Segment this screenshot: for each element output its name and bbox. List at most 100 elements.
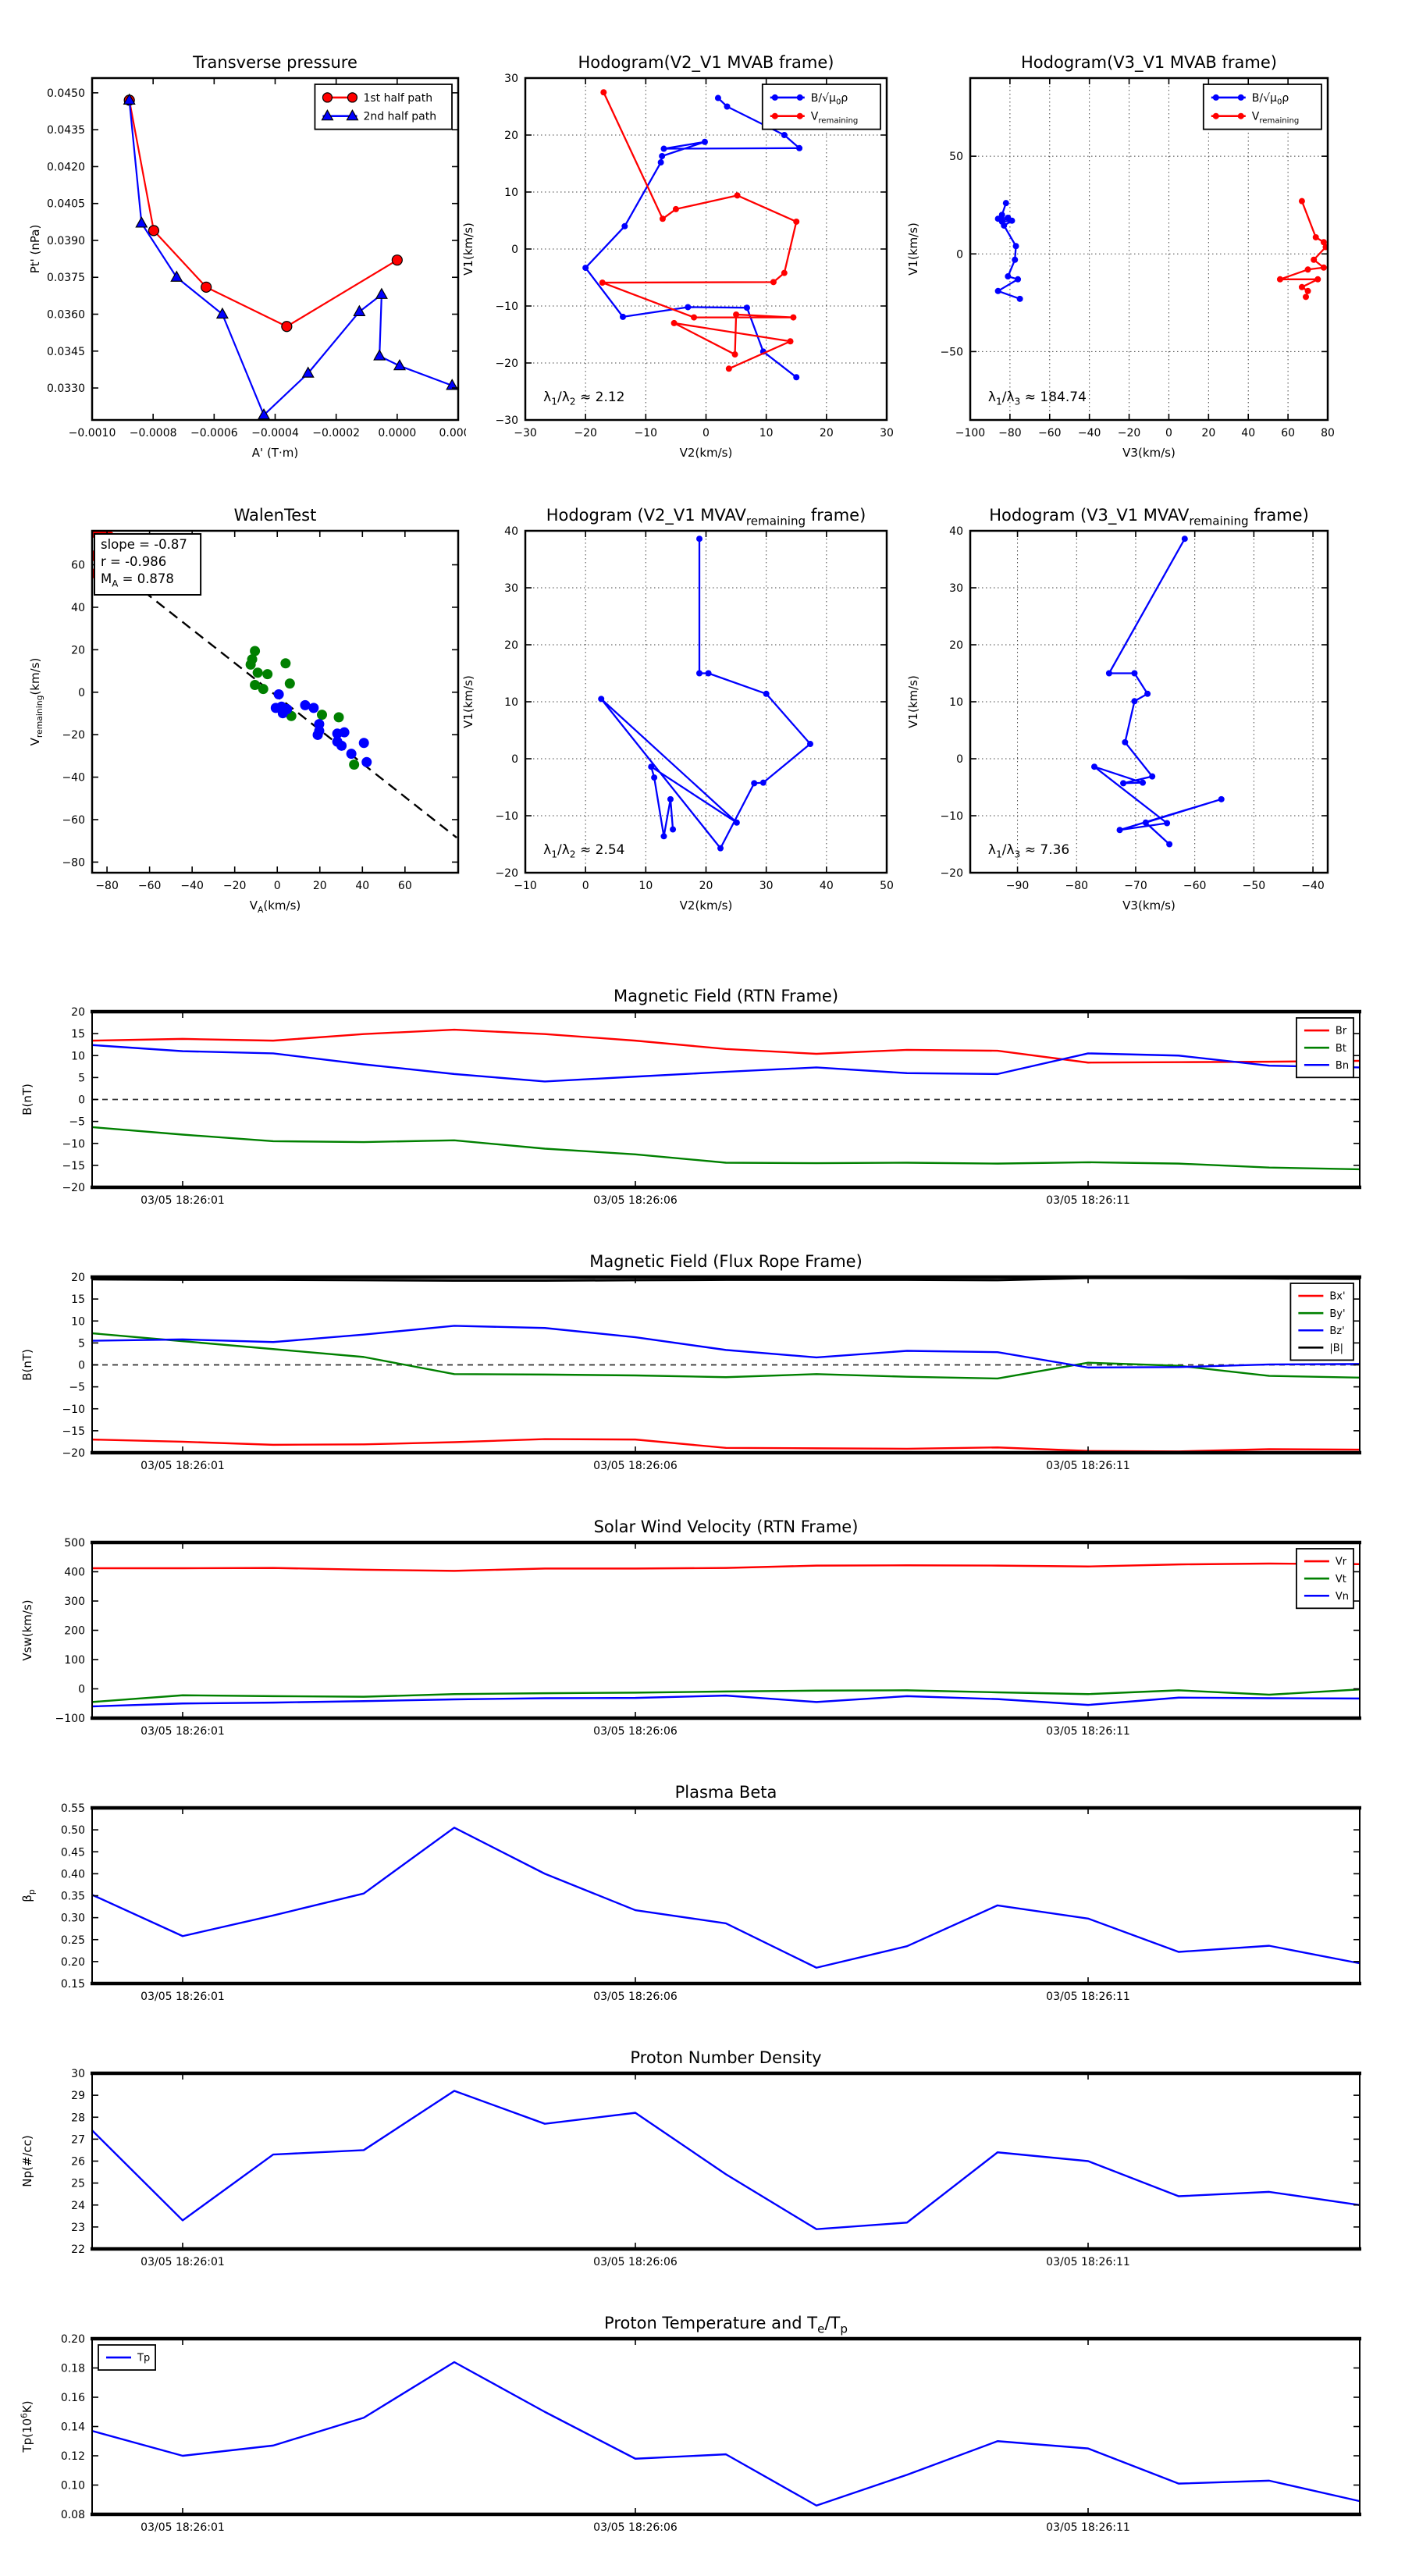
svg-text:50: 50 bbox=[880, 880, 894, 892]
chart-walen-test: −80 −60 −40 −20 0 20 40 60 −80 −60 −40 −20 0 20 40 60 Wa… bbox=[23, 498, 466, 915]
svg-text:−20: −20 bbox=[62, 729, 85, 742]
chart-proton-temperature: 03/05 18:26:01 03/05 18:26:06 03/05 18:26:… bbox=[16, 2307, 1366, 2547]
svg-text:Vremaining: Vremaining bbox=[811, 111, 858, 126]
svg-text:03/05 18:26:01: 03/05 18:26:01 bbox=[140, 2256, 225, 2268]
svg-text:03/05 18:26:06: 03/05 18:26:06 bbox=[593, 1460, 678, 1472]
svg-text:−50: −50 bbox=[1243, 880, 1266, 892]
svg-text:0.25: 0.25 bbox=[61, 1934, 85, 1947]
svg-text:60: 60 bbox=[398, 880, 412, 892]
svg-text:30: 30 bbox=[949, 582, 963, 595]
chart-hodogram-v2v1-mvab: −30 −20 −10 0 10 20 30 −30 −20 −10 0 10 20 30 Hodogram… bbox=[457, 45, 895, 461]
svg-text:V2(km/s): V2(km/s) bbox=[680, 446, 733, 460]
svg-text:24: 24 bbox=[71, 2200, 85, 2212]
svg-text:V3(km/s): V3(km/s) bbox=[1122, 898, 1176, 913]
proton-number-density-plot: 03/05 18:26:01 03/05 18:26:06 03/05 18:26:… bbox=[20, 2048, 1361, 2268]
hodogram-v3v1-mvav-plot: −90 −80 −70 −60 −50 −40 −20 −10 0 10 20 30 40 Hodogra… bbox=[906, 506, 1329, 913]
svg-text:V2(km/s): V2(km/s) bbox=[680, 898, 733, 913]
svg-text:03/05 18:26:11: 03/05 18:26:11 bbox=[1046, 2521, 1130, 2534]
svg-text:0.20: 0.20 bbox=[61, 1956, 85, 1969]
svg-text:−100: −100 bbox=[55, 1713, 85, 1725]
svg-text:−20: −20 bbox=[223, 880, 247, 892]
svg-text:40: 40 bbox=[355, 880, 369, 892]
svg-text:20: 20 bbox=[71, 1006, 85, 1019]
svg-text:0: 0 bbox=[78, 1360, 85, 1372]
svg-text:03/05 18:26:11: 03/05 18:26:11 bbox=[1046, 1194, 1130, 1207]
svg-text:0.35: 0.35 bbox=[61, 1891, 85, 1903]
svg-text:0.08: 0.08 bbox=[61, 2509, 85, 2521]
svg-text:20: 20 bbox=[313, 880, 327, 892]
svg-text:5: 5 bbox=[78, 1072, 85, 1084]
svg-text:B(nT): B(nT) bbox=[20, 1083, 34, 1115]
svg-text:0.0000: 0.0000 bbox=[378, 427, 416, 439]
svg-text:−90: −90 bbox=[1006, 880, 1030, 892]
svg-text:Vn: Vn bbox=[1336, 1591, 1349, 1603]
svg-text:−30: −30 bbox=[514, 427, 537, 439]
svg-text:−20: −20 bbox=[495, 358, 518, 370]
svg-text:25: 25 bbox=[71, 2178, 85, 2190]
svg-text:10: 10 bbox=[638, 880, 653, 892]
svg-text:−10: −10 bbox=[495, 301, 518, 313]
svg-text:22: 22 bbox=[71, 2243, 85, 2256]
svg-text:0: 0 bbox=[511, 753, 518, 766]
svg-text:−40: −40 bbox=[1301, 880, 1325, 892]
svg-text:30: 30 bbox=[759, 880, 774, 892]
svg-text:0.0435: 0.0435 bbox=[47, 124, 85, 137]
svg-text:10: 10 bbox=[949, 696, 963, 709]
svg-text:WalenTest: WalenTest bbox=[234, 506, 317, 525]
svg-text:23: 23 bbox=[71, 2222, 85, 2234]
svg-text:29: 29 bbox=[71, 2090, 85, 2102]
svg-text:30: 30 bbox=[504, 582, 518, 595]
svg-text:Pt' (nPa): Pt' (nPa) bbox=[28, 225, 42, 274]
svg-text:Hodogram(V2_V1 MVAB frame): Hodogram(V2_V1 MVAB frame) bbox=[578, 53, 834, 73]
svg-text:80: 80 bbox=[1321, 427, 1335, 439]
svg-text:−60: −60 bbox=[138, 880, 162, 892]
svg-text:Bt: Bt bbox=[1336, 1043, 1346, 1055]
svg-text:Br: Br bbox=[1336, 1026, 1347, 1037]
svg-text:40: 40 bbox=[820, 880, 834, 892]
svg-text:40: 40 bbox=[949, 525, 963, 538]
svg-text:B/√μ0ρ: B/√μ0ρ bbox=[811, 92, 848, 107]
svg-text:100: 100 bbox=[64, 1654, 85, 1667]
svg-text:20: 20 bbox=[1201, 427, 1215, 439]
svg-text:Magnetic Field (Flux Rope Fram: Magnetic Field (Flux Rope Frame) bbox=[589, 1252, 863, 1271]
svg-text:−80: −80 bbox=[62, 856, 85, 869]
svg-text:−60: −60 bbox=[1183, 880, 1207, 892]
svg-text:30: 30 bbox=[880, 427, 894, 439]
svg-text:0.0330: 0.0330 bbox=[47, 382, 85, 395]
svg-text:26: 26 bbox=[71, 2156, 85, 2169]
svg-text:60: 60 bbox=[71, 560, 85, 572]
transverse-pressure-plot: −0.0010 −0.0008 −0.0006 −0.0004 −0.0002 0.000… bbox=[28, 53, 478, 460]
svg-text:−20: −20 bbox=[574, 427, 597, 439]
svg-text:V3(km/s): V3(km/s) bbox=[1122, 446, 1176, 460]
svg-text:03/05 18:26:01: 03/05 18:26:01 bbox=[140, 2521, 225, 2534]
svg-text:−10: −10 bbox=[514, 880, 537, 892]
svg-text:−0.0002: −0.0002 bbox=[312, 427, 360, 439]
svg-text:0.0405: 0.0405 bbox=[47, 198, 85, 211]
svg-text:0.0360: 0.0360 bbox=[47, 309, 85, 322]
svg-text:03/05 18:26:06: 03/05 18:26:06 bbox=[593, 1725, 678, 1738]
svg-text:VA(km/s): VA(km/s) bbox=[250, 898, 301, 913]
svg-text:0.0345: 0.0345 bbox=[47, 346, 85, 358]
magnetic-field-flux-rope-plot: 03/05 18:26:01 03/05 18:26:06 03/05 18:26:… bbox=[20, 1252, 1361, 1472]
chart-proton-number-density: 03/05 18:26:01 03/05 18:26:06 03/05 18:26:… bbox=[16, 2042, 1366, 2282]
svg-text:0.40: 0.40 bbox=[61, 1868, 85, 1880]
svg-text:0.50: 0.50 bbox=[61, 1824, 85, 1837]
svg-text:0: 0 bbox=[78, 1684, 85, 1696]
svg-text:Vsw(km/s): Vsw(km/s) bbox=[20, 1599, 34, 1660]
svg-text:0: 0 bbox=[582, 880, 589, 892]
svg-text:0.18: 0.18 bbox=[61, 2363, 85, 2375]
svg-text:03/05 18:26:11: 03/05 18:26:11 bbox=[1046, 1991, 1130, 2003]
svg-text:−10: −10 bbox=[62, 1404, 85, 1416]
svg-text:03/05 18:26:01: 03/05 18:26:01 bbox=[140, 1991, 225, 2003]
svg-text:Hodogram (V2_V1 MVAVremaining: Hodogram (V2_V1 MVAVremaining frame) bbox=[546, 506, 866, 528]
svg-text:0.0375: 0.0375 bbox=[47, 272, 85, 284]
chart-magnetic-field-flux-rope: 03/05 18:26:01 03/05 18:26:06 03/05 18:26:… bbox=[16, 1246, 1366, 1485]
svg-text:−20: −20 bbox=[62, 1447, 85, 1460]
svg-text:−60: −60 bbox=[1038, 427, 1062, 439]
svg-text:0: 0 bbox=[956, 753, 963, 766]
walen-test-plot: −80 −60 −40 −20 0 20 40 60 −80 −60 −40 −20 0 20 40 60 Wa… bbox=[28, 506, 460, 915]
svg-text:20: 20 bbox=[504, 130, 518, 142]
svg-text:15: 15 bbox=[71, 1028, 85, 1041]
svg-text:λ1/λ3 ≈ 184.74: λ1/λ3 ≈ 184.74 bbox=[988, 390, 1087, 407]
